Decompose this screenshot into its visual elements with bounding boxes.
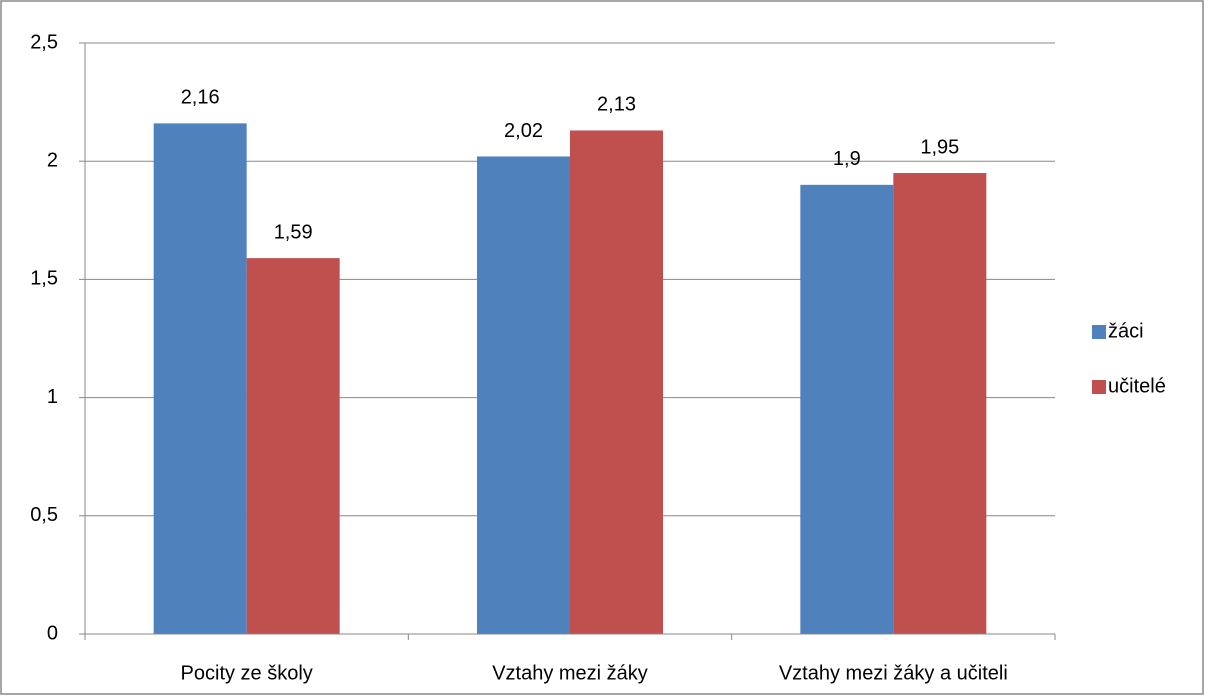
bar xyxy=(153,123,247,634)
y-tick-label: 0 xyxy=(47,622,58,644)
x-tick-label: Vztahy mezi žáky a učiteli xyxy=(779,662,1008,684)
data-label: 1,59 xyxy=(274,221,313,243)
bar xyxy=(477,156,570,635)
bar xyxy=(570,130,663,634)
y-tick-label: 2 xyxy=(47,149,58,171)
data-label: 2,13 xyxy=(597,94,636,116)
legend-label: žáci xyxy=(1108,320,1144,342)
legend-label: učitelé xyxy=(1108,375,1166,397)
data-label: 1,9 xyxy=(833,148,861,170)
bar xyxy=(800,184,894,634)
y-tick-label: 1 xyxy=(47,386,58,408)
x-tick-label: Pocity ze školy xyxy=(181,662,313,684)
data-label: 2,16 xyxy=(181,87,220,109)
data-label: 1,95 xyxy=(920,136,959,158)
x-tick-label: Vztahy mezi žáky xyxy=(492,662,648,684)
legend-swatch xyxy=(1092,325,1106,339)
bar xyxy=(893,173,987,634)
y-tick-label: 1,5 xyxy=(30,268,58,290)
y-tick-label: 2,5 xyxy=(30,31,58,53)
bar xyxy=(246,258,340,634)
legend-swatch xyxy=(1092,380,1106,394)
y-tick-label: 0,5 xyxy=(30,504,58,526)
data-label: 2,02 xyxy=(504,120,543,142)
